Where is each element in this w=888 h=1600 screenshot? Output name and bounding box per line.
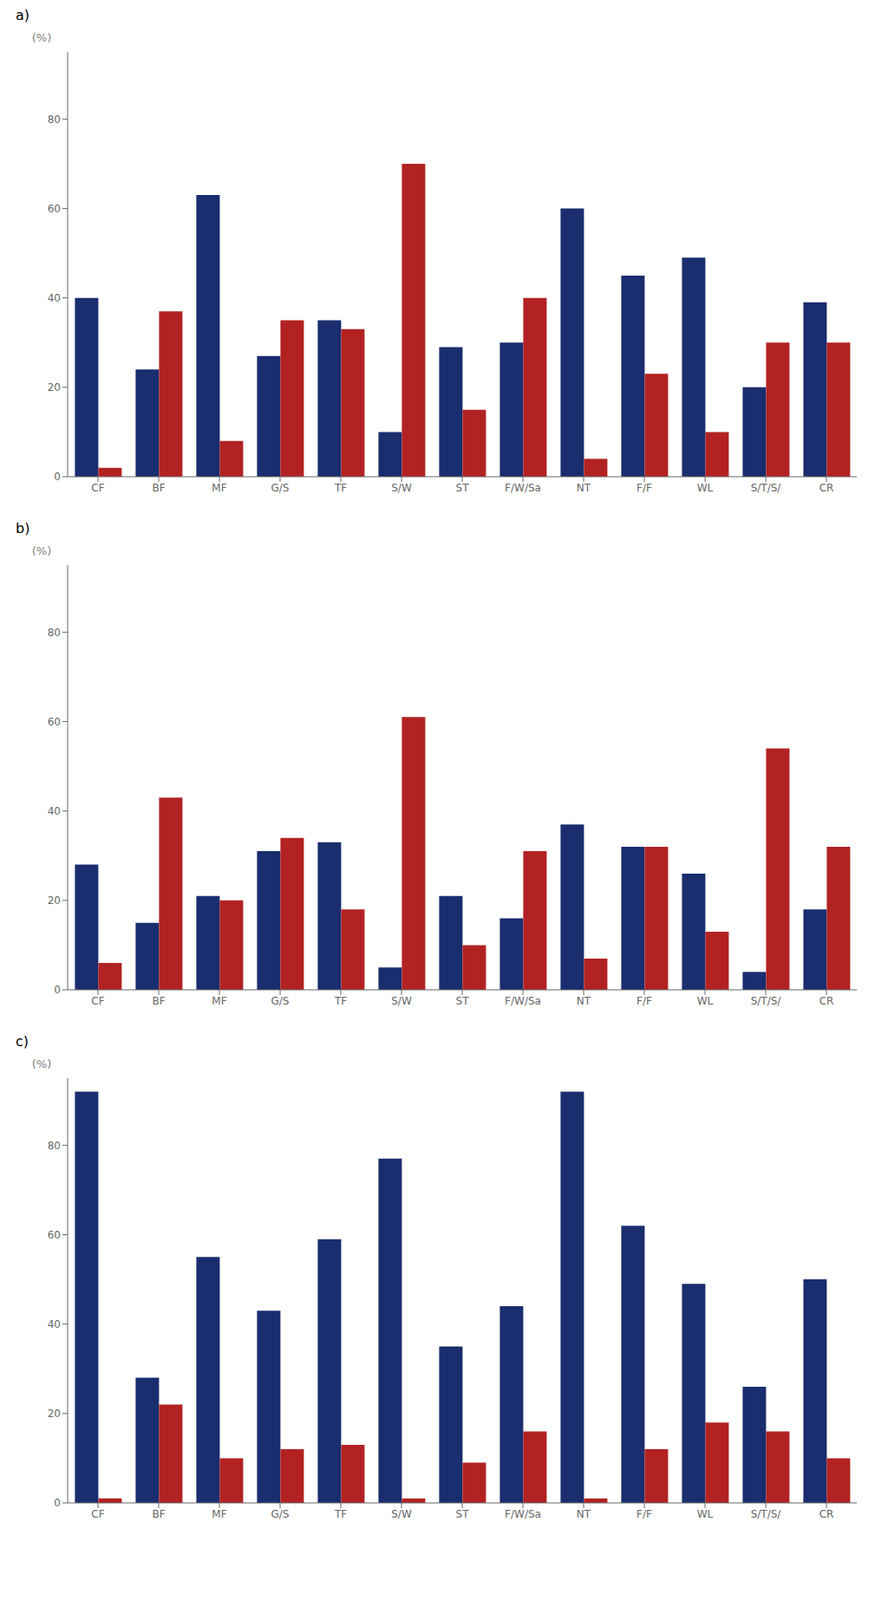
svg-text:80: 80: [47, 113, 61, 126]
svg-text:20: 20: [47, 381, 61, 394]
svg-text:0: 0: [53, 470, 61, 484]
svg-text:40: 40: [47, 292, 61, 305]
svg-text:20: 20: [47, 894, 61, 908]
svg-text:F/F: F/F: [636, 1508, 653, 1522]
svg-text:MF: MF: [211, 995, 227, 1008]
html-text:c): c): [15, 1033, 29, 1051]
svg-text:MF: MF: [211, 482, 227, 495]
html-text:b): b): [15, 520, 30, 537]
svg-text:TF: TF: [333, 995, 347, 1008]
svg-text:S/T/S/: S/T/S/: [750, 482, 783, 495]
svg-text:WL: WL: [697, 482, 714, 495]
svg-text:(%): (%): [32, 544, 53, 558]
svg-text:0: 0: [53, 984, 61, 997]
svg-text:F/W/Sa: F/W/Sa: [504, 482, 542, 495]
svg-text:NT: NT: [576, 995, 592, 1008]
svg-text:BF: BF: [151, 1508, 165, 1522]
svg-text:F/W/Sa: F/W/Sa: [504, 995, 542, 1008]
svg-text:40: 40: [47, 1318, 61, 1332]
svg-text:NT: NT: [576, 482, 592, 495]
svg-text:WL: WL: [697, 1508, 714, 1522]
svg-text:F/F: F/F: [636, 482, 653, 495]
svg-text:MF: MF: [211, 1508, 227, 1522]
svg-text:CF: CF: [91, 482, 105, 495]
svg-text:BF: BF: [151, 482, 165, 495]
svg-text:ST: ST: [456, 995, 471, 1008]
svg-text:G/S: G/S: [271, 482, 290, 495]
svg-text:CF: CF: [91, 1508, 105, 1522]
svg-text:80: 80: [47, 626, 61, 640]
svg-text:G/S: G/S: [271, 1508, 290, 1522]
svg-text:CR: CR: [819, 482, 835, 495]
svg-text:60: 60: [47, 1229, 61, 1242]
svg-text:TF: TF: [333, 1508, 347, 1522]
html-text:a): a): [15, 6, 30, 24]
svg-text:NT: NT: [576, 1508, 592, 1522]
svg-text:CR: CR: [819, 995, 835, 1008]
svg-text:WL: WL: [697, 995, 714, 1008]
svg-text:F/F: F/F: [636, 995, 653, 1008]
svg-text:(%): (%): [32, 1057, 53, 1071]
svg-text:60: 60: [47, 202, 61, 216]
svg-text:F/W/Sa: F/W/Sa: [504, 1508, 542, 1522]
svg-text:TF: TF: [333, 482, 347, 495]
svg-text:ST: ST: [456, 1508, 471, 1522]
svg-text:BF: BF: [151, 995, 165, 1008]
svg-text:G/S: G/S: [271, 995, 290, 1008]
svg-text:CR: CR: [819, 1508, 835, 1522]
svg-text:S/T/S/: S/T/S/: [750, 1508, 783, 1522]
svg-text:ST: ST: [456, 482, 471, 495]
svg-text:0: 0: [53, 1497, 61, 1510]
svg-text:S/T/S/: S/T/S/: [750, 995, 783, 1008]
svg-text:CF: CF: [91, 995, 105, 1008]
svg-text:(%): (%): [32, 31, 53, 45]
svg-text:S/W: S/W: [391, 1508, 412, 1522]
svg-text:S/W: S/W: [391, 995, 412, 1008]
svg-text:80: 80: [47, 1140, 61, 1153]
svg-text:20: 20: [47, 1408, 61, 1421]
svg-text:60: 60: [47, 716, 61, 729]
svg-text:S/W: S/W: [391, 482, 412, 495]
svg-text:40: 40: [47, 805, 61, 818]
